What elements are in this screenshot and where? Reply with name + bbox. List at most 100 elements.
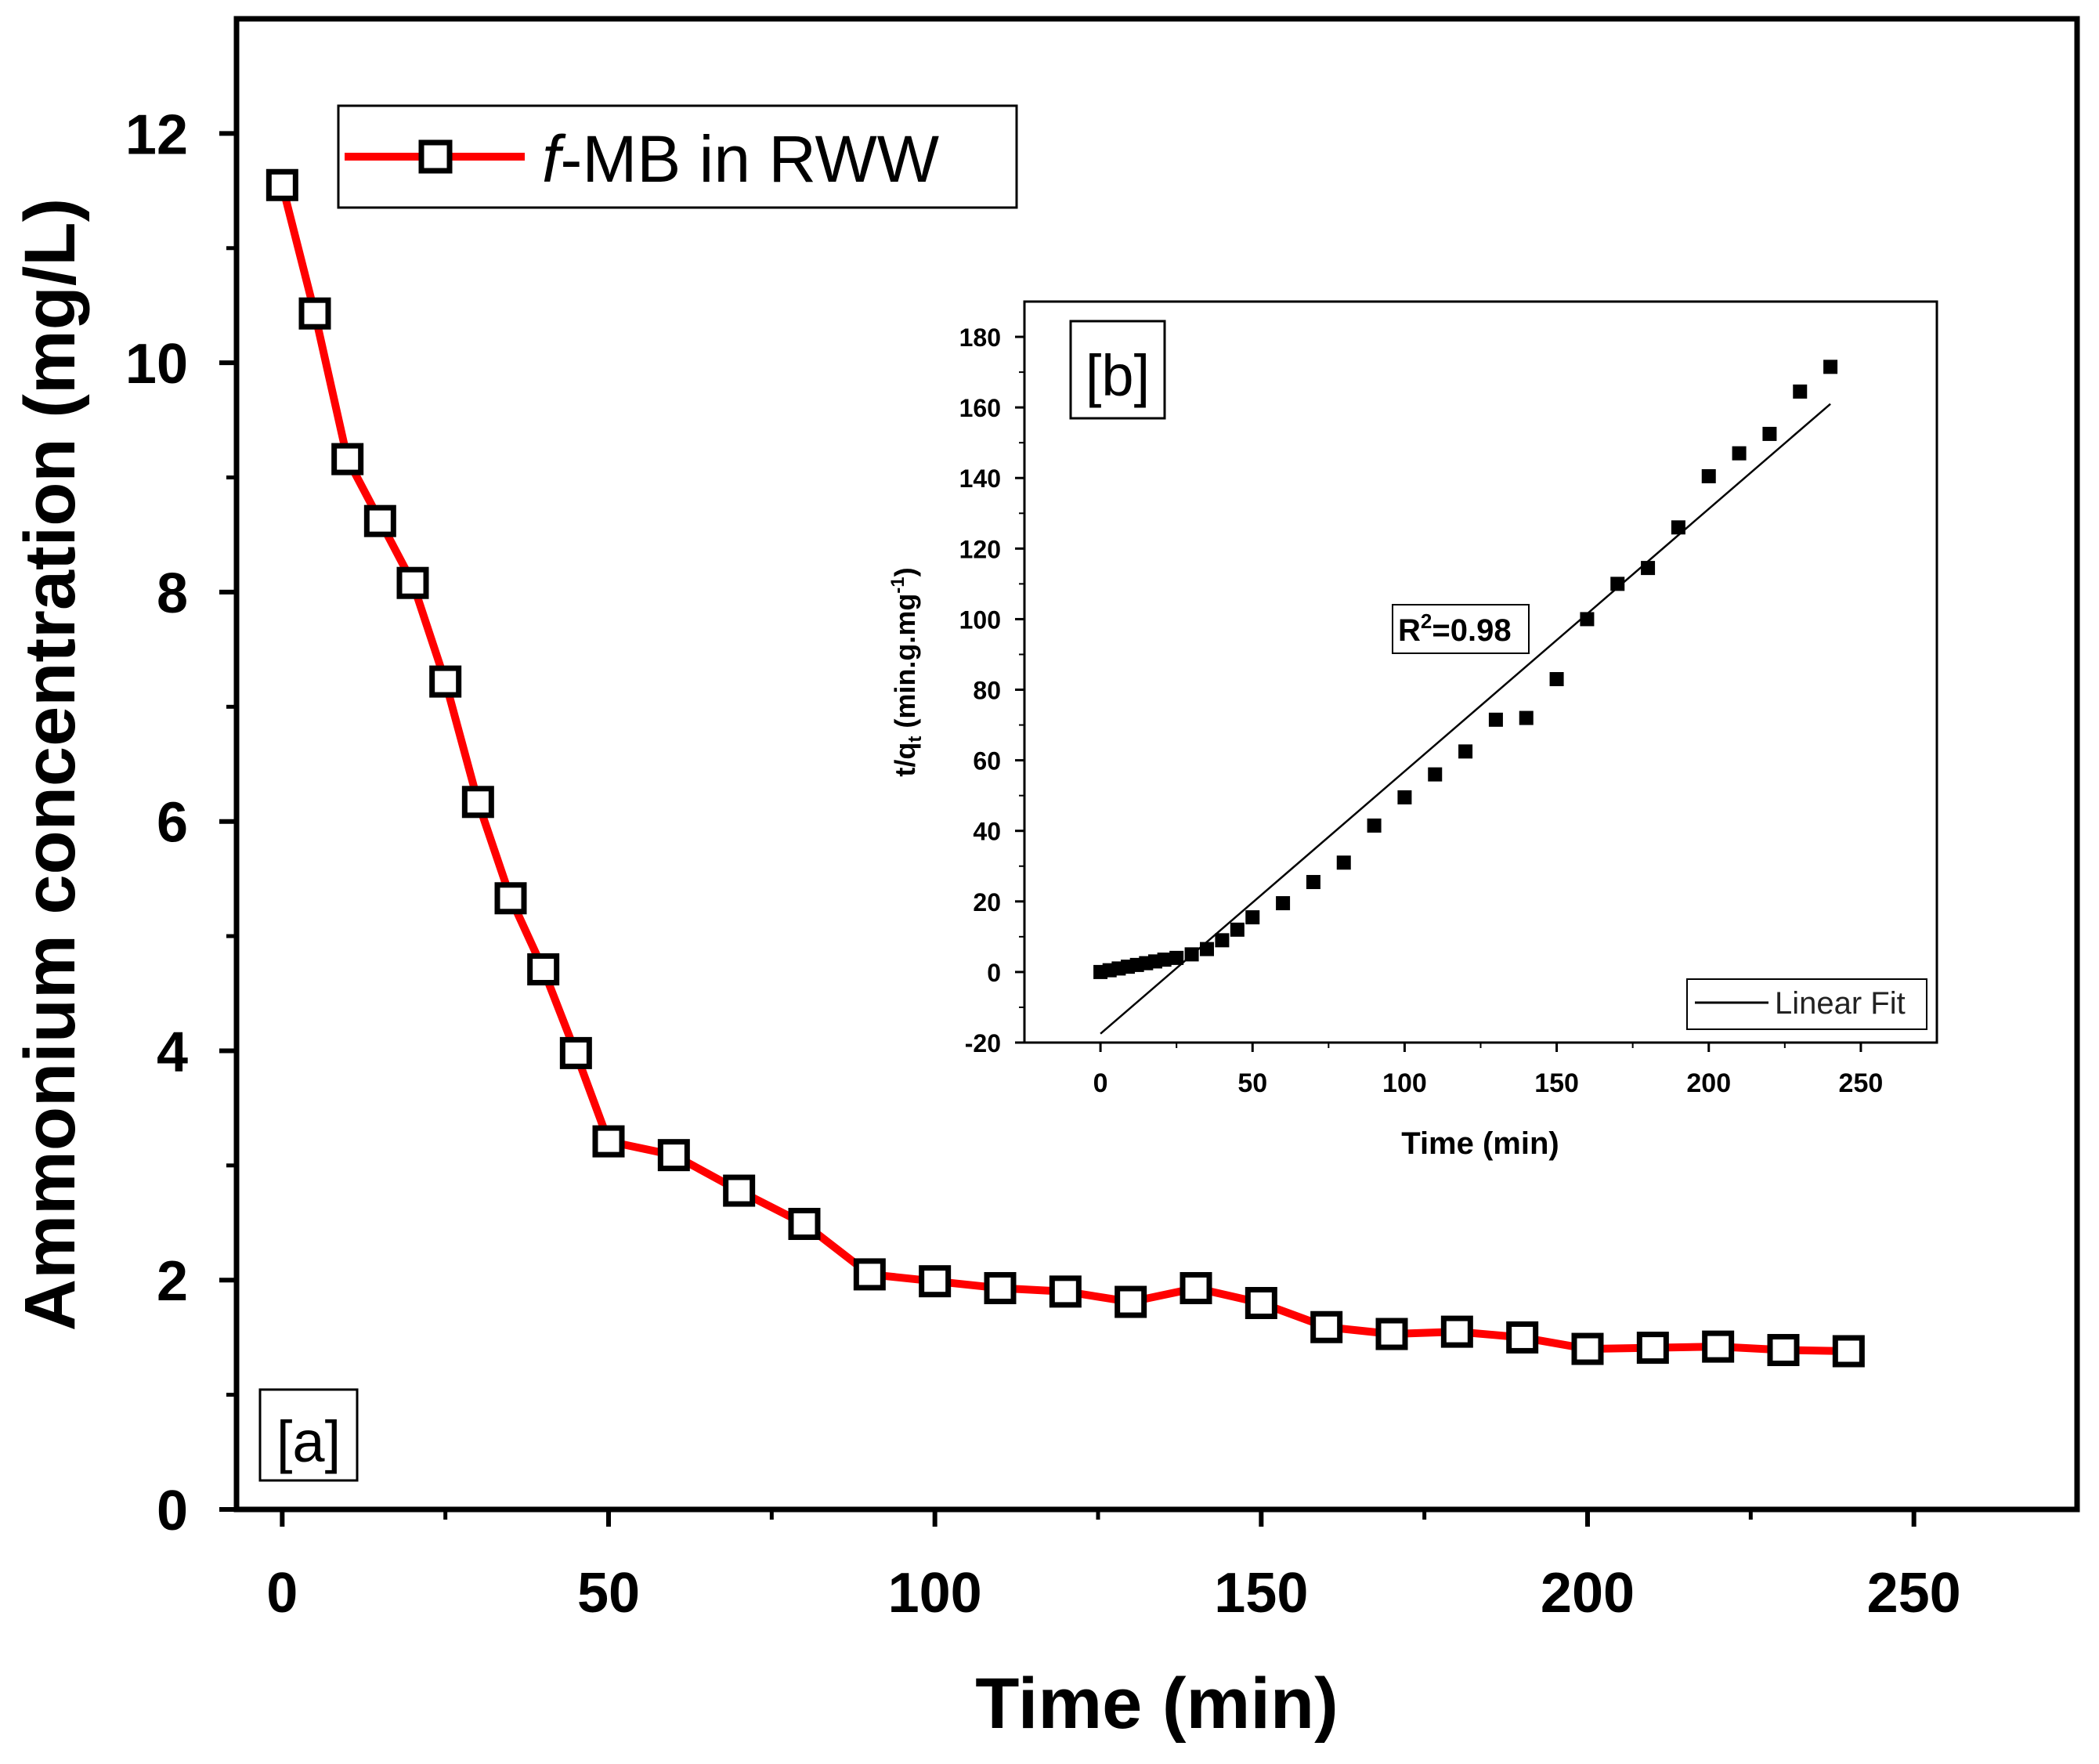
main-data-point [592, 1125, 625, 1158]
inset-y-title-unit: (min.g.mg [889, 594, 921, 736]
main-data-point [1375, 1318, 1408, 1350]
inset-linear-fit-line [1100, 403, 1831, 1035]
main-data-point [657, 1139, 690, 1172]
inset-data-point [1215, 933, 1230, 948]
main-data-point [1245, 1287, 1277, 1320]
main-data-point [331, 443, 364, 475]
inset-legend-label: Linear Fit [1775, 986, 1906, 1021]
main-data-point [919, 1265, 952, 1298]
inset-plot-frame [1023, 300, 1938, 1044]
inset-data-point [1200, 942, 1214, 956]
main-data-point [1636, 1332, 1669, 1365]
inset-x-tick-label: 0 [1093, 1068, 1108, 1098]
main-x-tick-label: 250 [1867, 1562, 1961, 1625]
inset-data-point [1245, 910, 1260, 925]
inset-data-point [1641, 561, 1656, 576]
inset-data-point [1549, 672, 1564, 687]
main-x-tick-label: 200 [1541, 1562, 1635, 1625]
inset-r2-rest: =0.98 [1432, 613, 1511, 648]
main-x-tick-label: 100 [888, 1562, 982, 1625]
inset-data-point [1230, 922, 1245, 937]
inset-x-axis-title: Time (min) [1401, 1126, 1559, 1161]
inset-data-point [1306, 875, 1320, 890]
main-y-tick-label: 2 [157, 1250, 188, 1313]
main-legend-marker [418, 139, 453, 174]
main-data-point [1180, 1271, 1212, 1304]
main-data-point [1506, 1321, 1539, 1354]
inset-data-point [1732, 446, 1747, 461]
main-data-point [1049, 1275, 1082, 1308]
main-y-tick-label: 4 [157, 1021, 188, 1083]
inset-x-tick-label: 100 [1382, 1068, 1427, 1098]
main-data-point [527, 953, 560, 986]
inset-data-point [1793, 384, 1808, 399]
inset-r2-sup: 2 [1421, 609, 1432, 633]
inset-data-point [1367, 818, 1382, 833]
main-data-point [1571, 1332, 1604, 1365]
inset-legend-box [1686, 978, 1927, 1030]
inset-y-tick-label: 20 [973, 888, 1001, 916]
inset-data-point [1169, 950, 1184, 965]
main-data-point [1310, 1310, 1343, 1343]
inset-y-title-main: t/q [889, 743, 921, 777]
inset-x-tick-label: 200 [1686, 1068, 1731, 1098]
main-plot-frame [233, 16, 2080, 1513]
main-series-group [266, 168, 1865, 1368]
main-data-point [1767, 1334, 1800, 1367]
inset-y-tick-label: 100 [959, 605, 1001, 634]
inset-y-tick-label: 160 [959, 394, 1001, 422]
main-y-tick-label: 12 [125, 103, 188, 166]
main-data-point [723, 1174, 756, 1207]
inset-data-point [1458, 744, 1473, 759]
inset-r2-prefix: R [1398, 613, 1421, 648]
inset-y-tick-label: -20 [965, 1029, 1001, 1057]
main-data-point [1832, 1335, 1865, 1368]
inset-chart: 0 50 100 150 200 250 -20 0 20 40 60 80 100 120 140 160 1… [887, 300, 1938, 1161]
main-y-tick-label: 6 [157, 792, 188, 855]
inset-r2-annotation: R2=0.98 [1392, 604, 1530, 654]
inset-data-point [1336, 855, 1351, 870]
main-x-axis-title: Time (min) [975, 1664, 1338, 1744]
main-legend: f-MB in RWW [337, 104, 1018, 209]
panel-b-tag-text: [b] [1086, 343, 1150, 408]
inset-data-point [1488, 712, 1503, 727]
main-data-point [788, 1208, 821, 1241]
panel-a-tag: [a] [258, 1388, 359, 1482]
inset-y-tick-label: 0 [987, 959, 1001, 987]
main-axis-ticks [219, 131, 1917, 1527]
main-data-point [396, 566, 429, 599]
inset-y-tick-label: 60 [973, 747, 1001, 775]
inset-data-point [1762, 426, 1777, 441]
inset-data-point [1580, 612, 1595, 627]
inset-data-point [1428, 767, 1443, 782]
main-data-point [429, 665, 462, 698]
main-data-point [494, 882, 527, 915]
inset-data-point [1184, 947, 1199, 962]
inset-y-tick-label: 40 [973, 818, 1001, 846]
inset-r2-text: R2=0.98 [1398, 609, 1512, 648]
main-data-point [984, 1271, 1017, 1304]
inset-y-axis-title: t/qt (min.g.mg-1) [887, 567, 926, 776]
main-x-tick-label: 150 [1214, 1562, 1308, 1625]
main-x-tick-label: 50 [577, 1562, 640, 1625]
main-data-point [1115, 1285, 1147, 1318]
inset-series-group [1093, 360, 1838, 1035]
inset-data-point [1397, 790, 1412, 804]
inset-y-title-sup: -1 [887, 577, 909, 593]
inset-legend: Linear Fit [1686, 978, 1927, 1030]
inset-y-tick-label: 80 [973, 677, 1001, 705]
main-legend-label: f-MB in RWW [542, 122, 939, 196]
inset-x-tick-label: 50 [1237, 1068, 1267, 1098]
inset-data-point [1701, 468, 1716, 483]
panel-a-tag-text: [a] [276, 1409, 341, 1474]
inset-data-point [1276, 896, 1291, 911]
panel-a-tag-box [258, 1388, 359, 1482]
inset-axis-tick-labels: 0 50 100 150 200 250 -20 0 20 40 60 80 100 120 140 160 1… [959, 324, 1884, 1098]
main-y-tick-label: 0 [157, 1480, 188, 1542]
inset-data-point [1671, 520, 1685, 535]
panel-b-tag: [b] [1069, 320, 1166, 420]
inset-data-point [1610, 577, 1625, 591]
